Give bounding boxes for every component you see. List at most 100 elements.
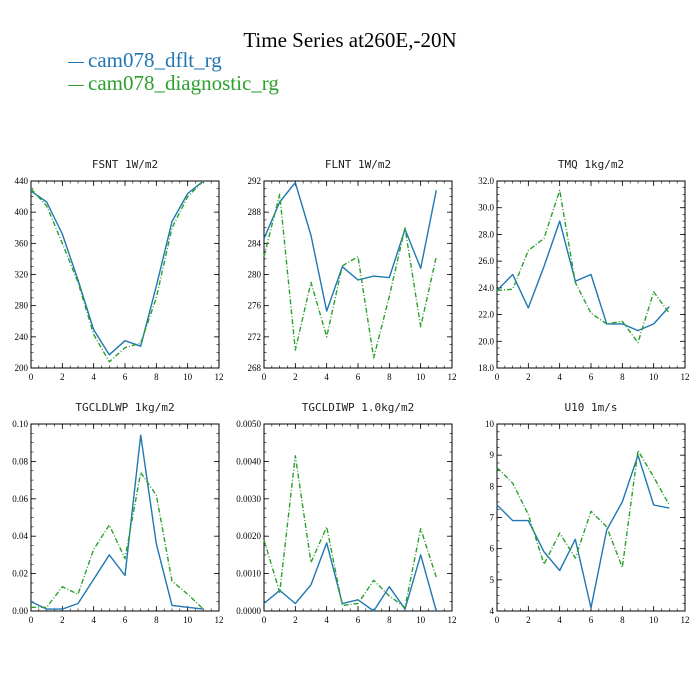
x-tick-label: 10 [416, 372, 426, 382]
y-tick-label: 0.00 [12, 606, 28, 616]
y-tick-label: 284 [248, 238, 262, 248]
y-tick-label: 280 [248, 270, 262, 280]
page-title: Time Series at260E,-20N [243, 28, 457, 52]
x-tick-label: 6 [589, 615, 594, 625]
series-line-diagnostic [263, 193, 437, 359]
y-tick-label: 0.0040 [236, 456, 261, 466]
x-tick-label: 0 [29, 615, 34, 625]
chart-title: TGCLDLWP 1kg/m2 [75, 401, 174, 414]
series-line-diagnostic [263, 455, 437, 608]
x-tick-label: 0 [29, 372, 34, 382]
x-tick-label: 12 [681, 615, 690, 625]
chart-panel: TMQ 1kg/m2 0 2 4 6 8 10 12 18.0 20.0 22.0 24.0 26.0 2… [478, 158, 689, 382]
y-tick-label: 30.0 [478, 203, 494, 213]
y-tick-label: 440 [15, 176, 29, 186]
x-tick-label: 2 [60, 372, 65, 382]
series-line-diagnostic [31, 471, 204, 610]
y-tick-label: 292 [248, 176, 262, 186]
x-tick-label: 4 [324, 615, 329, 625]
series-line-dflt [263, 181, 437, 312]
series-line-dflt [496, 220, 670, 332]
chart-title: TMQ 1kg/m2 [558, 158, 624, 171]
x-tick-label: 0 [262, 372, 267, 382]
legend-label: cam078_dflt_rg [88, 48, 222, 72]
y-tick-label: 200 [15, 363, 29, 373]
x-tick-label: 2 [60, 615, 65, 625]
y-tick-label: 320 [15, 270, 29, 280]
chart-title: TGCLDIWP 1.0kg/m2 [302, 401, 415, 414]
y-tick-label: 272 [248, 332, 262, 342]
y-tick-label: 268 [248, 363, 262, 373]
y-tick-label: 22.0 [478, 310, 494, 320]
x-tick-label: 2 [293, 615, 298, 625]
x-tick-label: 6 [123, 615, 128, 625]
plot-frame [263, 180, 453, 369]
y-tick-label: 24.0 [478, 283, 494, 293]
x-tick-label: 12 [215, 615, 224, 625]
y-tick-label: 5 [490, 575, 495, 585]
x-tick-label: 8 [154, 372, 159, 382]
series-line-dflt [496, 454, 670, 609]
x-tick-label: 8 [154, 615, 159, 625]
y-tick-label: 0.06 [12, 494, 28, 504]
x-tick-label: 10 [649, 615, 659, 625]
y-tick-label: 0.0030 [236, 494, 261, 504]
x-tick-label: 6 [356, 372, 361, 382]
x-tick-label: 4 [557, 372, 562, 382]
x-tick-label: 12 [448, 615, 457, 625]
x-tick-label: 10 [183, 372, 193, 382]
chart-panel: FSNT 1W/m2 0 2 4 6 8 10 12 200 240 280 320 360 400 440 [15, 158, 224, 382]
x-tick-label: 8 [620, 615, 625, 625]
series-line-diagnostic [496, 449, 670, 569]
plot-frame [263, 423, 453, 612]
x-tick-label: 0 [495, 615, 500, 625]
y-tick-label: 26.0 [478, 256, 494, 266]
chart-panel: U10 1m/s 0 2 4 6 8 10 12 4 5 6 7 8 9 10 [485, 401, 690, 625]
x-tick-label: 4 [557, 615, 562, 625]
y-tick-label: 10 [485, 419, 495, 429]
x-tick-label: 0 [262, 615, 267, 625]
x-tick-label: 8 [620, 372, 625, 382]
series-line-dflt [30, 434, 204, 610]
legend-entry-1: cam078_diagnostic_rg [68, 71, 279, 96]
x-tick-label: 4 [91, 615, 96, 625]
chart-panel: TGCLDIWP 1.0kg/m2 0 2 4 6 8 10 12 0.0000 0.0010 0.… [236, 401, 456, 625]
legend-label: cam078_diagnostic_rg [88, 71, 279, 95]
x-tick-label: 6 [123, 372, 128, 382]
x-tick-label: 4 [91, 372, 96, 382]
x-tick-label: 12 [448, 372, 457, 382]
series-line-dflt [263, 542, 437, 612]
y-tick-label: 0.0010 [236, 569, 261, 579]
y-tick-label: 28.0 [478, 229, 494, 239]
x-tick-label: 6 [356, 615, 361, 625]
y-tick-label: 276 [248, 301, 262, 311]
y-tick-label: 400 [15, 207, 29, 217]
legend-line-icon [68, 61, 84, 63]
y-tick-label: 0.02 [12, 569, 28, 579]
x-tick-label: 10 [416, 615, 426, 625]
chart-title: U10 1m/s [565, 401, 618, 414]
y-tick-label: 18.0 [478, 363, 494, 373]
x-tick-label: 4 [324, 372, 329, 382]
x-tick-label: 2 [526, 372, 531, 382]
y-tick-label: 4 [490, 606, 495, 616]
x-tick-label: 12 [681, 372, 690, 382]
x-tick-label: 10 [649, 372, 659, 382]
y-tick-label: 0.04 [12, 531, 28, 541]
x-tick-label: 10 [183, 615, 193, 625]
x-tick-label: 2 [293, 372, 298, 382]
plot-frame [496, 423, 686, 612]
y-tick-label: 0.0020 [236, 531, 261, 541]
y-tick-label: 8 [490, 481, 495, 491]
plot-frame [30, 180, 220, 369]
y-tick-label: 6 [490, 544, 495, 554]
x-tick-label: 12 [215, 372, 224, 382]
y-tick-label: 360 [15, 238, 29, 248]
y-tick-label: 288 [248, 207, 262, 217]
y-tick-label: 7 [490, 513, 495, 523]
y-tick-label: 240 [15, 332, 29, 342]
legend-line-icon [68, 84, 84, 86]
y-tick-label: 9 [490, 450, 495, 460]
chart-panel: FLNT 1W/m2 0 2 4 6 8 10 12 268 272 276 280 284 288 292 [248, 158, 457, 382]
